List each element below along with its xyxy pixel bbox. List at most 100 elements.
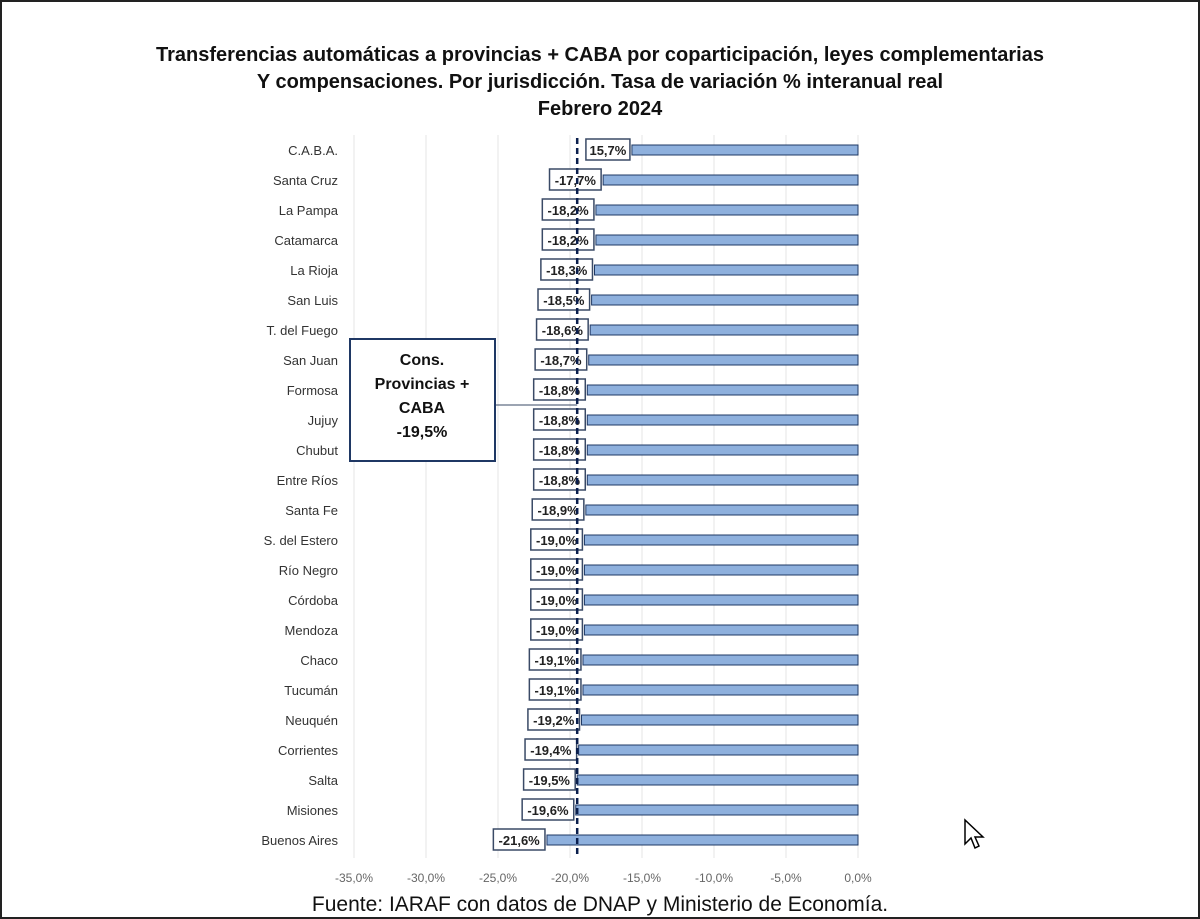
data-label: -19,4%: [530, 743, 572, 758]
x-tick-label: 0,0%: [844, 871, 872, 885]
category-label: Córdoba: [288, 593, 339, 608]
data-label-box: [548, 168, 602, 191]
source-note: Fuente: IARAF con datos de DNAP y Minist…: [311, 893, 889, 916]
category-label: Chaco: [300, 653, 338, 668]
data-label-box: [530, 588, 584, 611]
data-label-box: [541, 228, 595, 251]
data-label: -19,0%: [536, 623, 578, 638]
data-label: -17,7%: [555, 173, 597, 188]
data-label-box: [534, 348, 588, 371]
x-tick-label: -20,0%: [551, 871, 589, 885]
bar: [586, 474, 859, 486]
bar: [576, 774, 859, 786]
data-label: -19,0%: [536, 563, 578, 578]
category-label: La Pampa: [279, 203, 339, 218]
data-label-box: [522, 768, 576, 791]
bar: [546, 834, 859, 846]
category-label: Misiones: [287, 803, 339, 818]
bar: [588, 354, 859, 366]
category-label: Tucumán: [284, 683, 338, 698]
bar: [583, 624, 859, 636]
bar: [586, 414, 859, 426]
annotation-box: [349, 338, 496, 462]
category-label: S. del Estero: [264, 533, 338, 548]
data-label: -19,0%: [536, 533, 578, 548]
category-label: Buenos Aires: [261, 833, 338, 848]
x-tick-label: -35,0%: [335, 871, 373, 885]
data-label-box: [541, 198, 595, 221]
bar: [586, 384, 859, 396]
data-label: 15,7%: [589, 143, 626, 158]
data-label-box: [532, 438, 587, 461]
data-label-box: [535, 318, 589, 341]
bar: [578, 744, 859, 756]
chart-title: Transferencias automáticas a provincias …: [0, 42, 1200, 123]
category-label: Neuquén: [285, 713, 338, 728]
category-label: San Luis: [287, 293, 338, 308]
category-label: La Rioja: [290, 263, 338, 278]
bar: [593, 264, 859, 276]
bar: [585, 504, 859, 516]
bar: [595, 204, 859, 216]
data-label: -19,1%: [535, 683, 577, 698]
category-label: Formosa: [287, 383, 339, 398]
bar: [581, 714, 859, 726]
x-tick-label: -15,0%: [623, 871, 661, 885]
annotation-text: Provincias +: [375, 376, 470, 393]
category-label: T. del Fuego: [266, 323, 338, 338]
data-label-box: [532, 378, 587, 401]
x-tick-label: -10,0%: [695, 871, 733, 885]
bar: [583, 564, 859, 576]
data-label: -18,3%: [546, 263, 588, 278]
category-label: Río Negro: [279, 563, 338, 578]
data-label: -18,9%: [537, 503, 579, 518]
category-label: C.A.B.A.: [288, 143, 338, 158]
bar: [575, 804, 859, 816]
data-label: -18,2%: [548, 203, 590, 218]
title-line-1: Transferencias automáticas a provincias …: [156, 44, 1044, 66]
bar: [582, 654, 859, 666]
data-label: -18,7%: [540, 353, 582, 368]
data-label-box: [532, 408, 587, 431]
category-label: Santa Fe: [285, 503, 338, 518]
data-label: -19,0%: [536, 593, 578, 608]
data-label-box: [521, 798, 575, 821]
category-label: Corrientes: [278, 743, 338, 758]
category-label: Mendoza: [285, 623, 339, 638]
title-line-3: Febrero 2024: [537, 98, 663, 120]
data-label: -19,2%: [533, 713, 575, 728]
data-label-box: [492, 828, 546, 851]
bar: [595, 234, 859, 246]
data-label-box: [530, 528, 584, 551]
bar: [586, 444, 859, 456]
data-label: -19,6%: [527, 803, 569, 818]
bar: [583, 534, 859, 546]
x-tick-label: -25,0%: [479, 871, 517, 885]
data-label: -21,6%: [499, 833, 541, 848]
annotation-text: -19,5%: [397, 424, 448, 441]
bar: [582, 684, 859, 696]
data-label: -18,6%: [542, 323, 584, 338]
bar: [602, 174, 859, 186]
mouse-cursor-icon: [964, 818, 985, 850]
category-label: San Juan: [283, 353, 338, 368]
data-label-box: [531, 498, 585, 521]
data-label: -18,2%: [548, 233, 590, 248]
bar: [583, 594, 859, 606]
data-label: -18,8%: [539, 443, 581, 458]
x-tick-label: -5,0%: [770, 871, 802, 885]
data-label: -18,8%: [539, 473, 581, 488]
category-label: Salta: [308, 773, 338, 788]
data-label-box: [537, 288, 591, 311]
bar: [589, 324, 859, 336]
data-label-box: [528, 678, 582, 701]
data-label-box: [532, 468, 587, 491]
annotation-text: CABA: [399, 400, 446, 417]
category-label: Chubut: [296, 443, 338, 458]
x-tick-label: -30,0%: [407, 871, 445, 885]
data-label-box: [530, 558, 584, 581]
data-label: -18,8%: [539, 413, 581, 428]
data-label-box: [540, 258, 594, 281]
category-label: Catamarca: [274, 233, 338, 248]
